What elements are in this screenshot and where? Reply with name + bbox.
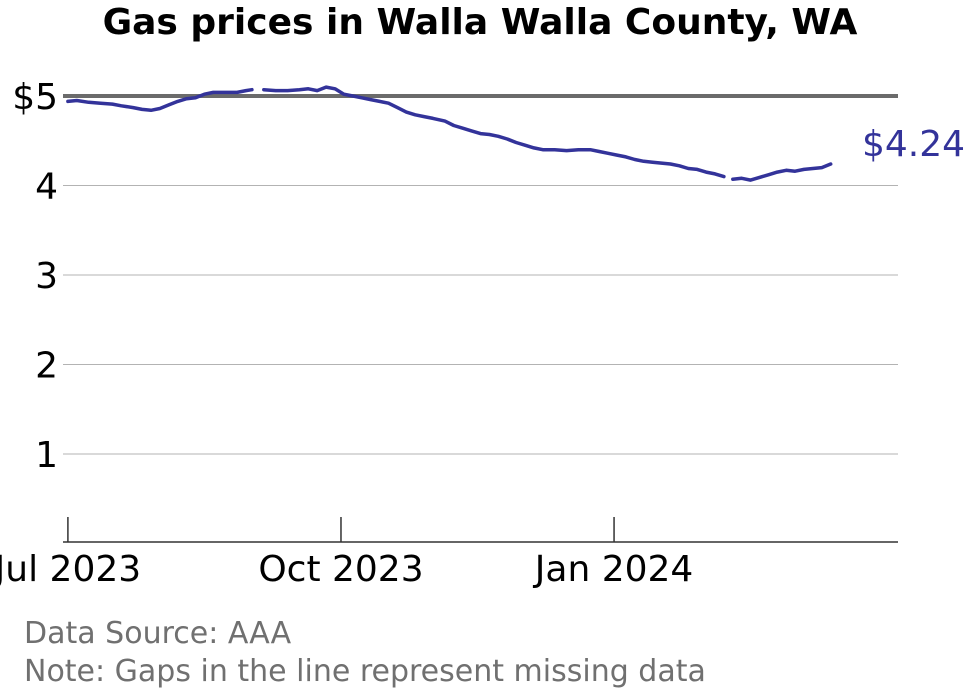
chart-plot: 1 2 3 4 $5 Jul 2023 Oct 2023 Jan 2024 $4.24 bbox=[0, 77, 965, 590]
y-axis-ticks: 1 2 3 4 $5 bbox=[12, 77, 58, 476]
series-lines bbox=[66, 85, 833, 182]
y-tick-label: 3 bbox=[35, 256, 58, 297]
gaps-note: Note: Gaps in the line represent missing… bbox=[24, 654, 706, 689]
y-tick-label: $5 bbox=[12, 77, 58, 118]
y-tick-label: 2 bbox=[35, 346, 58, 387]
y-tick-label: 4 bbox=[35, 167, 58, 208]
x-tick-label: Jan 2024 bbox=[533, 549, 694, 590]
x-tick-label: Oct 2023 bbox=[258, 549, 423, 590]
price-line-segment bbox=[262, 85, 726, 179]
price-line-segment bbox=[66, 87, 254, 113]
gridlines bbox=[63, 94, 898, 455]
x-tick-label: Jul 2023 bbox=[0, 549, 141, 590]
data-source-note: Data Source: AAA bbox=[24, 616, 292, 651]
end-value-label: $4.24 bbox=[862, 124, 965, 165]
chart-title: Gas prices in Walla Walla County, WA bbox=[102, 2, 858, 43]
y-tick-label: 1 bbox=[35, 435, 58, 476]
x-axis-ticks: Jul 2023 Oct 2023 Jan 2024 bbox=[0, 517, 693, 590]
price-line-segment bbox=[731, 162, 833, 182]
